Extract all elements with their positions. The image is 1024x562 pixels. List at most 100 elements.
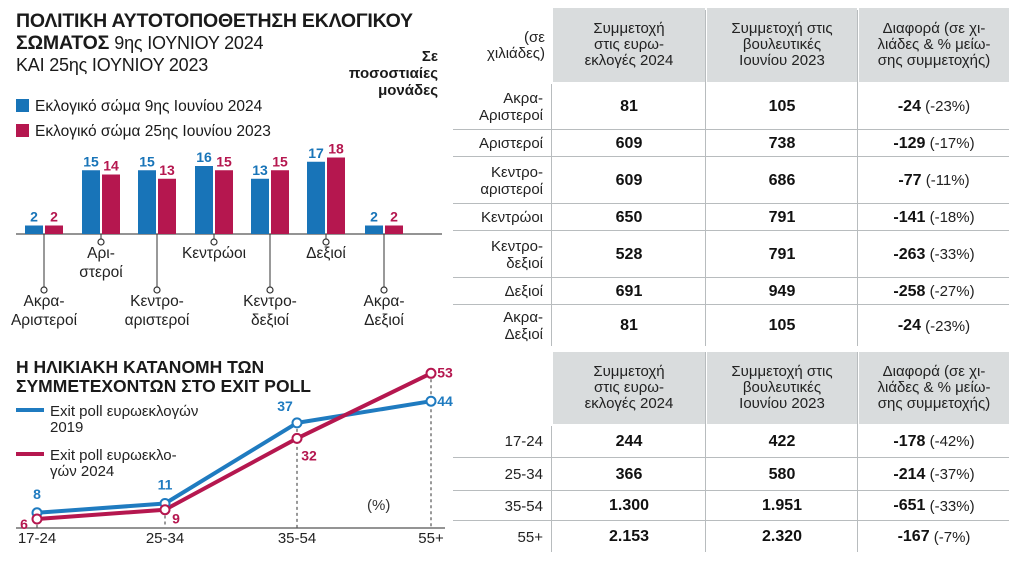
table1-row-label-4: Κεντρο-δεξιοί <box>491 237 543 272</box>
category-label-2: Κεντρο-αριστεροί <box>124 293 190 329</box>
category-label-1: Αρι-στεροί <box>79 245 123 281</box>
table1-cell-2-0: 609 <box>615 171 643 189</box>
legend-item-2024: Εκλογικό σώμα 9ης Ιουνίου 2024 <box>16 98 262 116</box>
table1-cell-5-diff: -258 (-27%) <box>859 279 1009 304</box>
table2-cell-0-1: 422 <box>768 432 796 450</box>
table1-header-diff: Διαφορά (σε χι-λιάδες & % μείω-σης συμμε… <box>859 8 1009 82</box>
bar-2024-5 <box>307 161 325 234</box>
table1-row-divider-4 <box>453 277 1009 278</box>
table2-cell-3-1: 2.320 <box>761 528 803 545</box>
table1-cell-0-1: 105 <box>768 97 796 115</box>
bar-2023-6 <box>385 225 403 234</box>
line-series-2019 <box>36 399 432 515</box>
table1-cell-5-1: 949 <box>768 282 796 300</box>
line-label-2019-3: 44 <box>437 393 453 409</box>
diff-value: -77 <box>898 171 922 189</box>
category-label-4: Κεντρο-δεξιοί <box>243 293 297 329</box>
bar-chart-unit-note: Σε ποσοστιαίες μονάδες <box>348 48 438 99</box>
diff-value: -129 <box>893 134 926 152</box>
legend-line-2019 <box>16 408 44 412</box>
table1-row-label-3: Κεντρώοι <box>480 209 543 226</box>
line-label-2024-0: 6 <box>20 516 28 532</box>
table2-row-label-1: 25-34 <box>504 466 543 483</box>
table2-row-divider-0 <box>453 457 1009 458</box>
bar-2023-0 <box>45 225 63 234</box>
bar-label-2024-1: 15 <box>83 153 99 169</box>
bar-2024-2 <box>138 170 156 234</box>
diff-value: -651 <box>893 497 926 514</box>
line-point-2024-1 <box>159 504 171 516</box>
bar-2024-3 <box>195 166 213 234</box>
leader-dot-2 <box>153 286 161 294</box>
table1-row-label-0: Ακρα- Αριστεροί <box>479 89 543 124</box>
legend-item-2019: Exit poll ευρωεκλογών 2019 <box>16 404 198 436</box>
table2-cell-2-diff: -651 (-33%) <box>859 492 1009 520</box>
diff-value: -141 <box>893 208 926 226</box>
table1-row-label-1: Αριστεροί <box>479 135 543 152</box>
legend-item-2023: Εκλογικό σώμα 25ης Ιουνίου 2023 <box>16 123 271 141</box>
bar-label-2023-3: 15 <box>216 153 232 169</box>
table2-cell-3-0: 2.153 <box>608 528 650 545</box>
bar-label-2024-5: 17 <box>308 145 324 161</box>
table1-cell-1-0: 609 <box>615 134 643 152</box>
table2-header-euro2024: Συμμετοχή στις ευρω-εκλογές 2024 <box>553 352 705 424</box>
table2-row-divider-1 <box>453 490 1009 491</box>
table1-cell-0-0: 81 <box>620 97 638 115</box>
table1-header-euro2024: Συμμετοχή στις ευρω-εκλογές 2024 <box>553 8 705 82</box>
line-label-2024-1: 9 <box>172 511 180 527</box>
line-chart-title: Η ΗΛΙΚΙΑΚΗ ΚΑΤΑΝΟΜΗ ΤΩΝ ΣΥΜΜΕΤΕΧΟΝΤΩΝ ΣΤΟ… <box>16 357 311 396</box>
leader-dot-0 <box>40 286 48 294</box>
table2-col-divider-label <box>551 426 552 552</box>
line-label-2019-2: 37 <box>277 398 293 414</box>
table2-row-label-2: 35-54 <box>504 497 543 515</box>
leader-dot-4 <box>266 286 274 294</box>
bar-label-2024-6: 2 <box>370 209 378 225</box>
table2-cell-1-0: 366 <box>615 465 643 483</box>
bar-label-2023-0: 2 <box>50 209 58 225</box>
bar-label-2024-4: 13 <box>252 162 268 178</box>
x-tick-label-3: 55+ <box>418 530 444 547</box>
bar-label-2023-4: 15 <box>272 153 288 169</box>
table2-cell-1-1: 580 <box>768 465 796 483</box>
table1-unit-note: (σε χιλιάδες) <box>487 29 545 62</box>
diff-value: -167 <box>897 528 930 545</box>
table1-row-divider-1 <box>453 156 1009 157</box>
table1-row-divider-0 <box>453 129 1009 130</box>
line-label-2019-1: 11 <box>158 477 173 493</box>
table2-row-divider-2 <box>453 520 1009 521</box>
category-label-3: Κεντρώοι <box>181 245 247 262</box>
category-label-0: Ακρα- Αριστεροί <box>10 293 78 329</box>
diff-percent: (-11%) <box>921 172 970 189</box>
table1-cell-1-diff: -129 (-17%) <box>859 131 1009 156</box>
table2-col-divider-1 <box>857 352 858 552</box>
bar-2023-3 <box>215 170 233 234</box>
table1-row-label-2: Κεντρο-αριστεροί <box>480 163 543 198</box>
line-chart: 8 11 37 44 6 9 32 53 <box>16 364 453 532</box>
legend-line-2024 <box>16 452 44 456</box>
table1-row-divider-5 <box>453 304 1009 305</box>
category-label-5: Δεξιοί <box>306 245 346 262</box>
table1-cell-6-0: 81 <box>620 317 638 334</box>
bar-2024-0 <box>25 225 43 234</box>
diff-value: -263 <box>893 245 926 263</box>
leader-dot-3 <box>210 238 218 246</box>
bar-label-2023-2: 13 <box>159 162 175 178</box>
table1-cell-6-1: 105 <box>768 317 796 334</box>
line-label-2024-2: 32 <box>301 447 317 463</box>
diff-percent: (-33%) <box>925 497 975 515</box>
table1-cell-0-diff: -24 (-23%) <box>859 84 1009 129</box>
table1-cell-3-1: 791 <box>768 208 796 226</box>
table2-row-label-0: 17-24 <box>504 433 543 450</box>
table2-header-diff: Διαφορά (σε χι-λιάδες & % μείω-σης συμμε… <box>859 352 1009 424</box>
table2-cell-1-diff: -214 (-37%) <box>859 459 1009 490</box>
diff-percent: (-33%) <box>925 246 975 263</box>
legend-item-2024-exit: Exit poll ευρωεκλο- γών 2024 <box>16 448 177 480</box>
bar-label-2024-3: 16 <box>196 149 212 165</box>
line-chart-unit: (%) <box>367 497 391 514</box>
diff-percent: (-27%) <box>925 283 975 300</box>
bar-2023-2 <box>158 178 176 234</box>
bar-2024-4 <box>251 178 269 234</box>
leader-dot-6 <box>380 286 388 294</box>
table2-cell-2-0: 1.300 <box>608 497 650 514</box>
bar-2023-1 <box>102 174 120 234</box>
